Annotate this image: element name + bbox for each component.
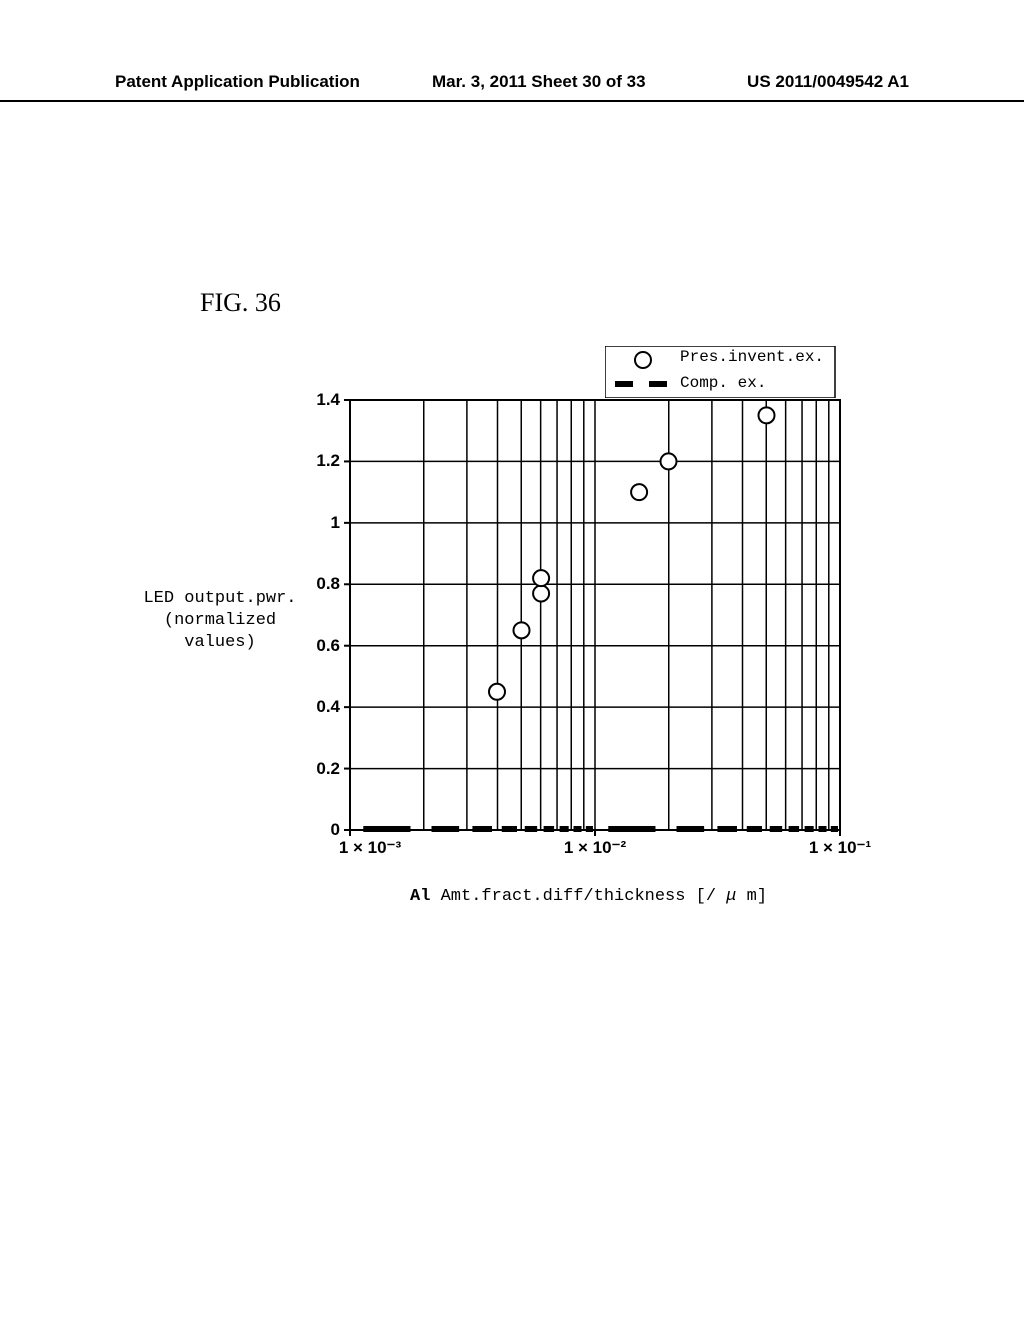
page-header: Patent Application Publication Mar. 3, 2… bbox=[0, 72, 1024, 102]
header-left: Patent Application Publication bbox=[115, 72, 360, 92]
x-tick-label-2: 1 × 10⁻¹ bbox=[790, 838, 890, 858]
legend-series2-label: Comp. ex. bbox=[680, 374, 766, 392]
y-axis-label-line3: values) bbox=[130, 632, 310, 654]
y-tick-label: 1 bbox=[300, 513, 340, 533]
y-tick-label: 1.4 bbox=[300, 390, 340, 410]
y-tick-label: 0.8 bbox=[300, 574, 340, 594]
y-axis-label: LED output.pwr. (normalized values) bbox=[130, 588, 310, 654]
y-tick-label: 1.2 bbox=[300, 451, 340, 471]
chart-plot bbox=[350, 400, 840, 830]
header-center: Mar. 3, 2011 Sheet 30 of 33 bbox=[432, 72, 646, 92]
y-tick-label: 0.4 bbox=[300, 697, 340, 717]
y-tick-label: 0 bbox=[300, 820, 340, 840]
x-tick-label-1: 1 × 10⁻² bbox=[545, 838, 645, 858]
y-tick-label: 0.6 bbox=[300, 636, 340, 656]
figure-title: FIG. 36 bbox=[200, 288, 281, 318]
x-tick-label-0: 1 × 10⁻³ bbox=[320, 838, 420, 858]
y-axis-label-line1: LED output.pwr. bbox=[130, 588, 310, 610]
legend-series1-label: Pres.invent.ex. bbox=[680, 348, 824, 366]
x-axis-label: Al Amt.fract.diff/thickness [/ μ m] bbox=[410, 887, 767, 906]
y-tick-label: 0.2 bbox=[300, 759, 340, 779]
header-right: US 2011/0049542 A1 bbox=[747, 72, 909, 92]
y-axis-label-line2: (normalized bbox=[130, 610, 310, 632]
